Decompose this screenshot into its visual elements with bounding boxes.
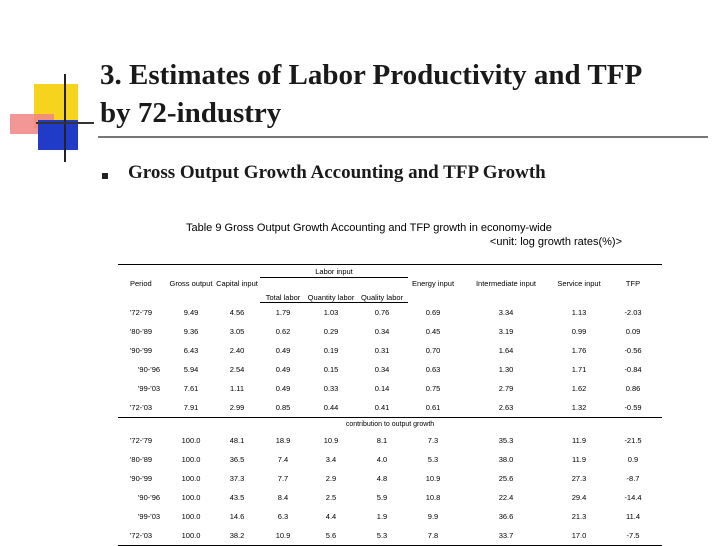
table-row: '90-'99 6.43 2.40 0.49 0.19 0.31 0.70 1.64 1.76-…	[130, 346, 642, 355]
table-row: '72-'79 9.49 4.56 1.79 1.03 0.76 0.69 3.34 1.13-…	[130, 307, 642, 317]
slide-title-line2: by 72-industry	[100, 97, 282, 129]
header-row-2: Total labor Quantity labor Quality labor	[118, 277, 662, 303]
header-row-1: Period Gross output Capital input Labor …	[118, 264, 662, 303]
header-capital-input: Capital input	[214, 264, 260, 303]
bullet-square-icon	[102, 173, 108, 179]
table-row: '90-'99 100.0 37.3 7.7 2.9 4.8 10.9 25.6 27.3 -8.…	[130, 474, 640, 483]
table-row: '72-'03 100.0 38.2 10.9 5.6 5.3 7.8 33.7 17.0 -7.…	[118, 526, 662, 546]
table-row: '80-'89 9.36 3.05 0.62 0.29 0.34 0.45 3.19 0.99 0…	[130, 327, 641, 336]
title-divider	[98, 136, 708, 138]
header-quality-labor: Quality labor	[356, 277, 408, 303]
decor-horizontal-line	[36, 122, 94, 124]
decor-vertical-line	[64, 74, 66, 162]
header-period: Period	[118, 264, 168, 303]
slide-title: 3. Estimates of Labor Productivity and T…	[100, 56, 710, 132]
table-row: '72-'79 100.0 48.1 18.9 10.9 8.1 7.3 35.3 11.9 -2…	[130, 436, 642, 445]
table-row: '72-'03 7.91 2.99 0.85 0.44 0.41 0.61 2.63 1.32-…	[118, 398, 662, 418]
decor-blue-square	[38, 120, 78, 150]
header-energy-input: Energy input	[408, 264, 458, 303]
table-caption: Table 9 Gross Output Growth Accounting a…	[186, 222, 552, 234]
table-row: '90-'96 100.0 43.5 8.4 2.5 5.9 10.8 22.4 29.4 -14…	[138, 493, 642, 502]
header-intermediate-input: Intermediate input	[458, 264, 554, 303]
header-total-labor: Total labor	[260, 277, 306, 303]
table-row: '99-'03 7.61 1.11 0.49 0.33 0.14 0.75 2.79 1.62 0…	[138, 384, 641, 393]
table-row: '99-'03 100.0 14.6 6.3 4.4 1.9 9.9 36.6 21.3 11.4	[138, 512, 641, 521]
header-quantity-labor: Quantity labor	[306, 277, 356, 303]
table-row: '80-'89 100.0 36.5 7.4 3.4 4.0 5.3 38.0 11.9 0.9	[130, 455, 639, 464]
slide-title-line1: 3. Estimates of Labor Productivity and T…	[100, 59, 643, 91]
header-service-input: Service input	[554, 264, 604, 303]
table-unit: <unit: log growth rates(%)>	[489, 236, 622, 248]
header-labor-input: Labor input	[260, 264, 408, 278]
header-tfp: TFP	[604, 264, 662, 303]
contribution-label-row: contribution to output growth	[118, 418, 662, 432]
bullet-text: Gross Output Growth Accounting and TFP G…	[128, 162, 546, 183]
header-gross-output: Gross output	[168, 264, 214, 303]
table-row: '90-'96 5.94 2.54 0.49 0.15 0.34 0.63 1.30 1.71-…	[138, 365, 642, 374]
contribution-label: contribution to output growth	[345, 421, 435, 428]
data-table: Period Gross output Capital input Labor …	[118, 264, 662, 546]
